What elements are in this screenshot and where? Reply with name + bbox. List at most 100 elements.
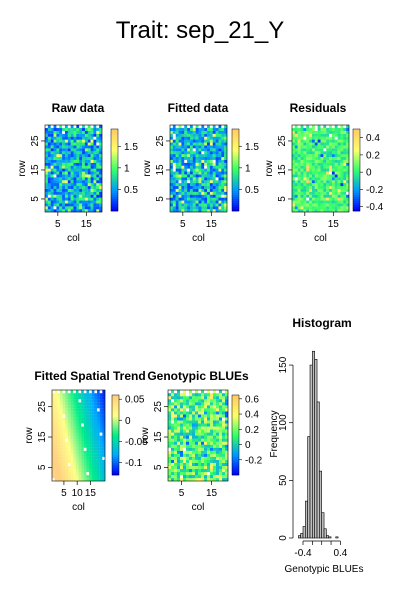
heatmap-cell (90, 180, 94, 184)
heatmap-cell (201, 133, 205, 137)
color-bar-segment (353, 159, 360, 163)
heatmap-cell (210, 411, 214, 415)
heatmap-cell (207, 441, 211, 445)
heatmap-cell (326, 174, 330, 178)
heatmap-cell (215, 191, 219, 195)
heatmap-cell (198, 194, 202, 198)
y-axis-label: row (142, 160, 153, 177)
heatmap-cell (192, 465, 196, 470)
heatmap-cell (47, 156, 51, 160)
heatmap-cell (97, 468, 100, 473)
heatmap-cell (174, 471, 178, 476)
heatmap-cell (201, 390, 205, 394)
heatmap-cell (62, 399, 66, 403)
heatmap-cell (64, 209, 68, 213)
heatmap-cell (340, 127, 344, 131)
color-bar-segment (353, 155, 360, 158)
heatmap-cell (81, 411, 84, 415)
heatmap-cell (82, 191, 86, 195)
color-bar-segment (232, 415, 239, 418)
heatmap-cell (216, 399, 220, 403)
heatmap-cell (81, 402, 84, 406)
heatmap-cell (87, 151, 91, 155)
heatmap-cell (219, 465, 223, 470)
heatmap-cell (326, 168, 330, 172)
heatmap-cell (79, 148, 83, 152)
heatmap-cell (317, 209, 321, 213)
heatmap-cell (189, 162, 193, 166)
heatmap-cell (53, 148, 57, 152)
heatmap-cell (222, 429, 226, 433)
heatmap-cell (294, 191, 298, 195)
heatmap-cell (207, 426, 211, 430)
heatmap-cell (218, 130, 222, 134)
heatmap-cell (50, 174, 54, 178)
heatmap-cell (50, 197, 54, 201)
heatmap-cell (67, 133, 71, 137)
y-tick-label: 25 (37, 401, 48, 413)
heatmap-cell (87, 188, 91, 192)
heatmap-cell (222, 420, 226, 424)
x-axis-label: col (192, 233, 205, 244)
heatmap-cell (177, 438, 181, 442)
color-bar-segment (232, 174, 239, 177)
heatmap-cell (204, 200, 208, 204)
heatmap-cell (222, 441, 226, 445)
heatmap-cell (320, 145, 324, 149)
heatmap-cell (59, 417, 63, 421)
heatmap-cell (86, 441, 90, 445)
heatmap-cell (192, 450, 196, 454)
heatmap-cell (209, 200, 213, 204)
heatmap-cell (187, 177, 191, 181)
heatmap-cell (172, 180, 176, 184)
heatmap-cell (56, 154, 60, 158)
heatmap-cell (62, 420, 66, 424)
heatmap-cell (76, 127, 80, 131)
heatmap-cell (70, 133, 74, 137)
heatmap-cell (174, 453, 178, 457)
heatmap-cell (84, 185, 88, 189)
heatmap-cell (195, 405, 199, 409)
heatmap-cell (187, 200, 191, 204)
heatmap-cell (53, 180, 57, 184)
heatmap-cell (198, 148, 202, 152)
color-bar-segment (232, 421, 239, 424)
heatmap-cell (65, 435, 69, 439)
heatmap-cell (177, 477, 181, 482)
heatmap-cell (221, 206, 225, 210)
heatmap-cell (78, 408, 82, 412)
heatmap-cell (64, 145, 68, 149)
heatmap-cell (297, 183, 301, 187)
heatmap-cell (309, 188, 313, 192)
heatmap-cell (62, 438, 66, 442)
heatmap-cell (311, 174, 315, 178)
heatmap-cell (78, 393, 82, 397)
heatmap-cell (215, 145, 219, 149)
heatmap-cell (59, 423, 63, 427)
heatmap-cell (195, 429, 199, 433)
heatmap-cell (73, 462, 76, 466)
heatmap-cell (323, 142, 327, 146)
heatmap-cell (50, 183, 54, 187)
heatmap-cell (59, 151, 63, 155)
heatmap-cell (59, 399, 63, 403)
heatmap-cell (201, 477, 205, 482)
heatmap-cell (303, 206, 307, 210)
heatmap-cell (311, 177, 315, 181)
heatmap-cell (94, 474, 98, 479)
heatmap-cell (195, 127, 199, 131)
heatmap-cell (67, 130, 71, 134)
heatmap-cell (99, 139, 103, 143)
heatmap-cell (59, 142, 63, 146)
heatmap-cell (207, 447, 211, 451)
heatmap-cell (87, 165, 91, 169)
heatmap-cell (84, 130, 88, 134)
heatmap-cell (99, 453, 103, 457)
heatmap-cell (294, 197, 298, 201)
heatmap-cell (201, 414, 205, 418)
heatmap-cell (67, 441, 71, 445)
heatmap-cell (76, 191, 80, 195)
heatmap-cell (73, 142, 77, 146)
heatmap-cell (170, 142, 173, 146)
color-bar-frame (231, 394, 240, 476)
